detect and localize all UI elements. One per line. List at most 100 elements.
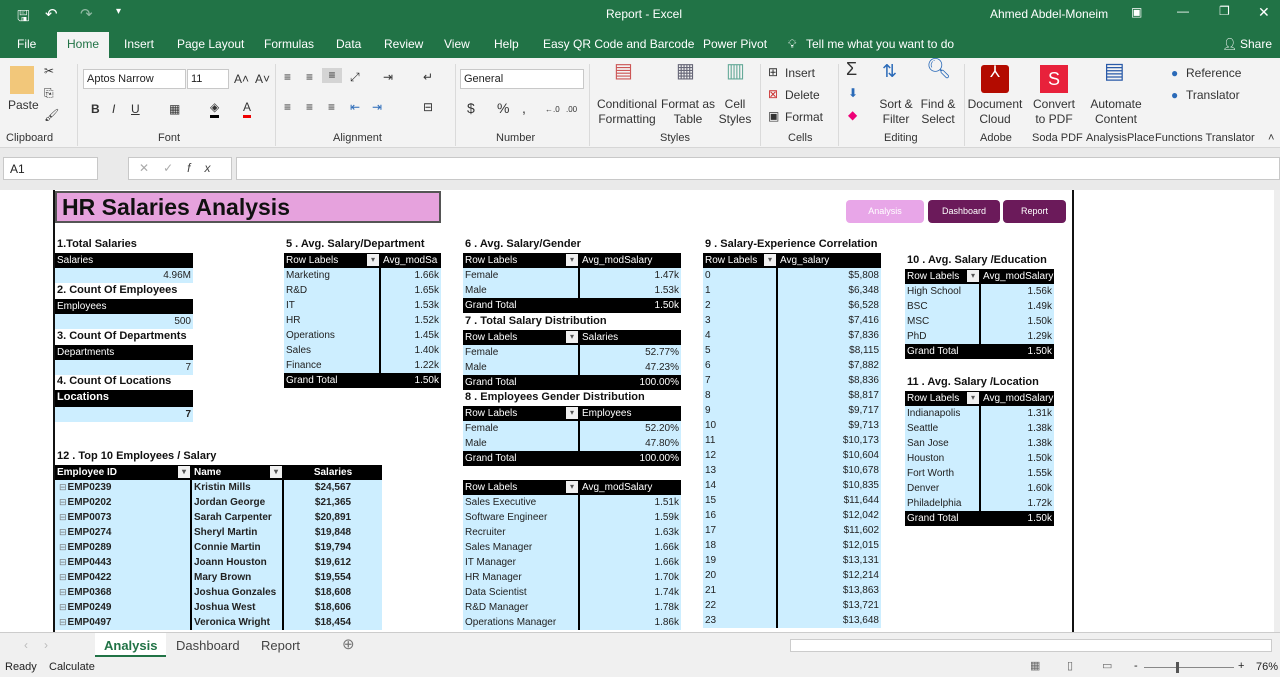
table-row[interactable]: 19 $13,131 (703, 553, 881, 568)
save-icon[interactable]: 🖫 (17, 8, 30, 25)
share-icon[interactable]: 👤︎ (1222, 37, 1238, 51)
table-row[interactable]: 21 $13,863 (703, 583, 881, 598)
align-right-icon[interactable]: ≡ (328, 100, 336, 114)
table-row[interactable]: 23 $13,648 (703, 613, 881, 628)
find-icon[interactable]: 🔍︎ (926, 58, 952, 80)
table-row[interactable]: Indianapolis 1.31k (905, 406, 1054, 421)
ribbon-display-icon[interactable]: ▣ (1131, 5, 1143, 19)
table-row[interactable]: R&D 1.65k (284, 283, 441, 298)
fill-color-icon[interactable]: ◈ (210, 100, 220, 118)
nav-dashboard-button[interactable]: Dashboard (928, 200, 1000, 223)
paste-button[interactable]: Paste (8, 98, 39, 112)
table-row[interactable]: Seattle 1.38k (905, 421, 1054, 436)
decrease-indent-icon[interactable]: ⇤ (350, 100, 361, 114)
collapse-icon[interactable]: ⊟ (59, 602, 67, 612)
table-row[interactable]: 0 $5,808 (703, 268, 881, 283)
table-row[interactable]: Philadelphia 1.72k (905, 496, 1054, 511)
font-color-icon[interactable]: A (243, 100, 252, 118)
font-size-select[interactable]: 11 (187, 69, 229, 89)
table-row[interactable]: ⊟EMP0249 Joshua West $18,606 (55, 600, 382, 615)
horizontal-scrollbar[interactable] (790, 639, 1272, 652)
table-row[interactable]: IT Manager 1.66k (463, 555, 681, 570)
table-row[interactable]: 9 $9,717 (703, 403, 881, 418)
table-row[interactable]: ⊟EMP0239 Kristin Mills $24,567 (55, 480, 382, 495)
collapse-icon[interactable]: ⊟ (59, 572, 67, 582)
tab-data[interactable]: Data (336, 37, 362, 51)
cut-icon[interactable]: ✂ (44, 64, 55, 78)
page-break-view-icon[interactable]: ▭ (1102, 660, 1113, 672)
table-row[interactable]: 18 $12,015 (703, 538, 881, 553)
table-row[interactable]: 15 $11,644 (703, 493, 881, 508)
tab-home[interactable]: Home (57, 32, 110, 58)
align-middle-icon[interactable]: ≡ (306, 70, 314, 84)
table-row[interactable]: Male 1.53k (463, 283, 681, 298)
table-row[interactable]: Fort Worth 1.55k (905, 466, 1054, 481)
table-row[interactable]: 3 $7,416 (703, 313, 881, 328)
tab-easy-qr[interactable]: Easy QR Code and Barcode (543, 37, 695, 51)
copy-icon[interactable]: ⎘ (44, 86, 54, 100)
restore-icon[interactable]: ❐ (1219, 4, 1230, 18)
table-row[interactable]: ⊟EMP0497 Veronica Wright $18,454 (55, 615, 382, 630)
table-row[interactable]: Data Scientist 1.74k (463, 585, 681, 600)
tab-insert[interactable]: Insert (124, 37, 155, 51)
adobe-pdf-icon[interactable]: ⅄ (981, 65, 1009, 93)
table-row[interactable]: Sales Executive 1.51k (463, 495, 681, 510)
table-row[interactable]: HR 1.52k (284, 313, 441, 328)
table-row[interactable]: Female 52.20% (463, 421, 681, 436)
table-row[interactable]: 17 $11,602 (703, 523, 881, 538)
filter-dropdown-icon[interactable]: ▾ (566, 407, 578, 419)
zoom-level[interactable]: 76% (1256, 661, 1279, 673)
table-row[interactable]: Male 47.80% (463, 436, 681, 451)
table-row[interactable]: ⊟EMP0443 Joann Houston $19,612 (55, 555, 382, 570)
align-left-icon[interactable]: ≡ (284, 100, 292, 114)
underline-icon[interactable]: U (131, 102, 140, 116)
soda-pdf-icon[interactable]: S (1040, 65, 1068, 93)
filter-dropdown-icon[interactable]: ▾ (270, 466, 282, 478)
sheet-tab-dashboard[interactable]: Dashboard (176, 638, 240, 653)
minimize-icon[interactable]: — (1177, 4, 1189, 18)
filter-dropdown-icon[interactable]: ▾ (967, 392, 979, 404)
table-row[interactable]: Denver 1.60k (905, 481, 1054, 496)
table-row[interactable]: 11 $10,173 (703, 433, 881, 448)
collapse-icon[interactable]: ⊟ (59, 617, 67, 627)
filter-dropdown-icon[interactable]: ▾ (178, 466, 190, 478)
tab-review[interactable]: Review (384, 37, 424, 51)
table-row[interactable]: 8 $8,817 (703, 388, 881, 403)
share-button[interactable]: Share (1240, 37, 1273, 51)
insert-cells-icon[interactable]: ⊞ (768, 65, 779, 79)
scroll-left-icon[interactable]: ‹ (24, 638, 28, 652)
sheet-tab-report[interactable]: Report (261, 638, 301, 653)
table-row[interactable]: ⊟EMP0368 Joshua Gonzales $18,608 (55, 585, 382, 600)
sheet-tab-analysis[interactable]: Analysis (95, 633, 167, 657)
paste-icon[interactable] (10, 66, 34, 94)
increase-indent-icon[interactable]: ⇥ (372, 100, 383, 114)
clear-icon[interactable]: ◆ (848, 108, 858, 122)
table-row[interactable]: Marketing 1.66k (284, 268, 441, 283)
table-row[interactable]: 22 $13,721 (703, 598, 881, 613)
cell-styles-button[interactable]: Cell Styles (718, 97, 752, 126)
table-row[interactable]: PhD 1.29k (905, 329, 1054, 344)
table-row[interactable]: ⊟EMP0289 Connie Martin $19,794 (55, 540, 382, 555)
undo-icon[interactable]: ↶ (45, 6, 58, 23)
filter-dropdown-icon[interactable]: ▾ (764, 254, 776, 266)
borders-icon[interactable]: ▦ (169, 102, 181, 116)
translator-button[interactable]: Translator (1186, 88, 1240, 102)
insert-function-icon[interactable]: fx (187, 161, 225, 175)
align-top-icon[interactable]: ≡ (284, 70, 292, 84)
filter-dropdown-icon[interactable]: ▾ (566, 331, 578, 343)
filter-dropdown-icon[interactable]: ▾ (566, 254, 578, 266)
table-row[interactable]: ⊟EMP0073 Sarah Carpenter $20,891 (55, 510, 382, 525)
number-format-select[interactable]: General (460, 69, 584, 89)
collapse-icon[interactable]: ⊟ (59, 542, 67, 552)
table-row[interactable]: 6 $7,882 (703, 358, 881, 373)
redo-icon[interactable]: ↷ (80, 6, 93, 23)
table-row[interactable]: Female 52.77% (463, 345, 681, 360)
format-as-table-icon[interactable]: ▦ (676, 60, 695, 82)
delete-cells-button[interactable]: Delete (785, 88, 820, 102)
calculate-button[interactable]: Calculate (49, 661, 95, 673)
conditional-formatting-button[interactable]: Conditional Formatting (596, 97, 658, 126)
add-sheet-icon[interactable]: ⊕ (342, 636, 355, 653)
table-row[interactable]: MSC 1.50k (905, 314, 1054, 329)
delete-cells-icon[interactable]: ⊠ (768, 87, 779, 101)
collapse-icon[interactable]: ⊟ (59, 482, 67, 492)
